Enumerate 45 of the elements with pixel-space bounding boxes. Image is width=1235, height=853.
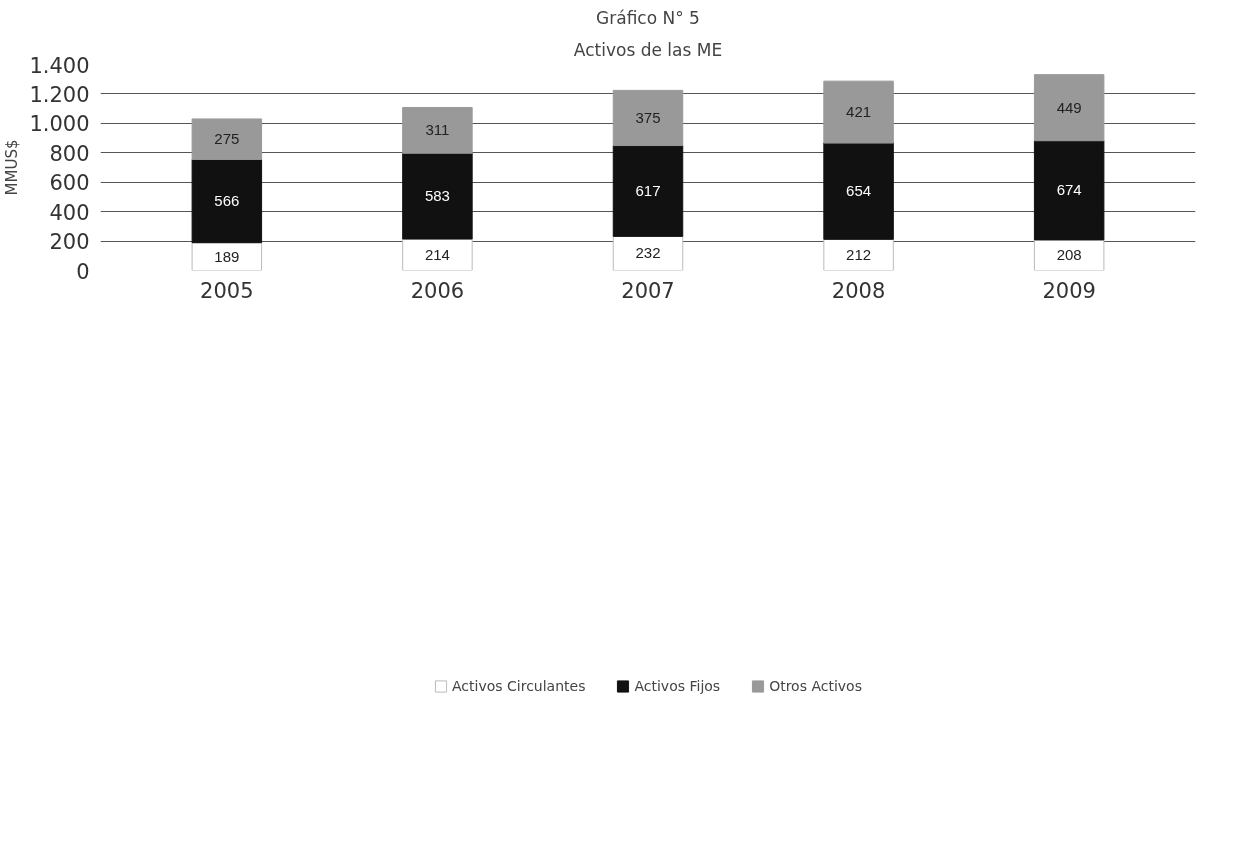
legend-label: Activos Circulantes — [452, 678, 586, 694]
bar — [402, 152, 473, 240]
x-tick-label: 2005 — [200, 278, 254, 303]
chart-title: Gráfico N° 5 — [596, 7, 700, 28]
y-tick-label: 400 — [49, 200, 90, 225]
bar — [191, 118, 263, 160]
data-label: 583 — [424, 187, 450, 205]
legend-label: Activos Fijos — [634, 678, 721, 694]
bar — [612, 145, 684, 237]
data-label: 617 — [635, 181, 661, 199]
bar — [823, 142, 894, 240]
bar — [823, 80, 894, 144]
data-label: 189 — [214, 247, 240, 265]
data-label: 212 — [846, 245, 872, 263]
y-tick-label: 1.400 — [29, 53, 90, 78]
data-label: 654 — [846, 182, 872, 200]
bar — [191, 158, 263, 244]
bar — [402, 106, 473, 154]
data-label: 214 — [424, 245, 450, 263]
data-label: 375 — [635, 108, 661, 126]
data-label: 566 — [214, 192, 240, 210]
chart-subtitle: Activos de las ME — [573, 39, 723, 60]
x-tick-label: 2006 — [410, 278, 465, 303]
y-tick-label: 600 — [49, 171, 90, 196]
y-tick-label: 1.200 — [29, 82, 90, 107]
bar — [823, 238, 894, 271]
data-label: 311 — [425, 121, 450, 139]
data-label: 232 — [635, 244, 661, 262]
data-label: 449 — [1056, 98, 1082, 116]
bar — [1033, 74, 1105, 142]
bar — [1033, 140, 1105, 241]
x-tick-label: 2007 — [621, 278, 675, 303]
y-axis-title: MMUS$ — [3, 139, 22, 196]
data-label: 674 — [1056, 181, 1082, 199]
y-tick-label: 0 — [76, 259, 90, 284]
data-label: 208 — [1056, 246, 1082, 264]
bar — [612, 89, 684, 147]
y-tick-label: 1.000 — [29, 112, 90, 137]
data-label: 421 — [846, 103, 872, 121]
y-tick-label: 200 — [49, 230, 90, 255]
y-tick-label: 800 — [49, 141, 90, 166]
legend-label: Otros Activos — [769, 678, 862, 694]
x-tick-label: 2009 — [1042, 278, 1096, 303]
x-tick-label: 2008 — [831, 278, 886, 303]
data-label: 275 — [214, 130, 240, 148]
